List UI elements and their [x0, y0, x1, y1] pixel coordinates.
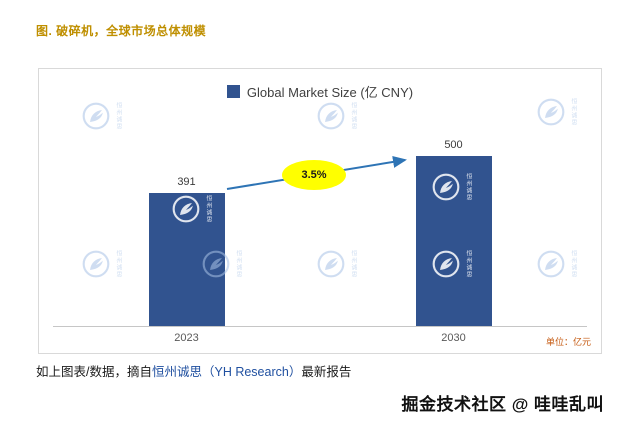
x-axis-labels: 2023 2030	[53, 332, 587, 344]
page-title: 图. 破碎机，全球市场总体规模	[36, 24, 207, 38]
bar-value-label: 391	[177, 176, 196, 188]
source-prefix: 如上图表/数据，摘自	[36, 365, 152, 379]
watermark-text: 恒州诚思	[115, 102, 121, 130]
brand-watermark: 掘金技术社区 @ 哇哇乱叫	[401, 395, 604, 414]
source-link[interactable]: 恒州诚思（YH Research）	[151, 365, 302, 379]
watermark-logo: 恒州诚思	[79, 99, 121, 133]
chart-legend: Global Market Size (亿 CNY)	[39, 82, 601, 101]
growth-annotation-label: 3.5%	[301, 169, 327, 181]
x-axis-label: 2023	[174, 332, 199, 344]
growth-annotation: 3.5%	[282, 160, 346, 190]
source-suffix: 最新报告	[301, 365, 352, 379]
watermark-text: 恒州诚思	[350, 102, 356, 130]
watermark-text: 恒州诚思	[570, 98, 576, 126]
source-note: 如上图表/数据，摘自恒州诚思（YH Research）最新报告	[36, 361, 351, 380]
bar-2030	[415, 156, 492, 326]
chart-container: Global Market Size (亿 CNY) 391 500 2023 20…	[38, 68, 602, 354]
hzcs-logo-icon	[317, 102, 345, 130]
bar-group: 500	[415, 139, 492, 326]
watermark-logo: 恒州诚思	[314, 99, 356, 133]
legend-label: Global Market Size (亿 CNY)	[246, 85, 414, 100]
legend-swatch	[226, 85, 240, 98]
hzcs-logo-icon	[82, 102, 110, 130]
x-axis-label: 2030	[441, 332, 466, 344]
bar-value-label: 500	[444, 139, 463, 151]
unit-note: 单位：亿元	[545, 337, 591, 347]
bar-2023	[148, 193, 225, 326]
bar-group: 391	[148, 176, 225, 326]
